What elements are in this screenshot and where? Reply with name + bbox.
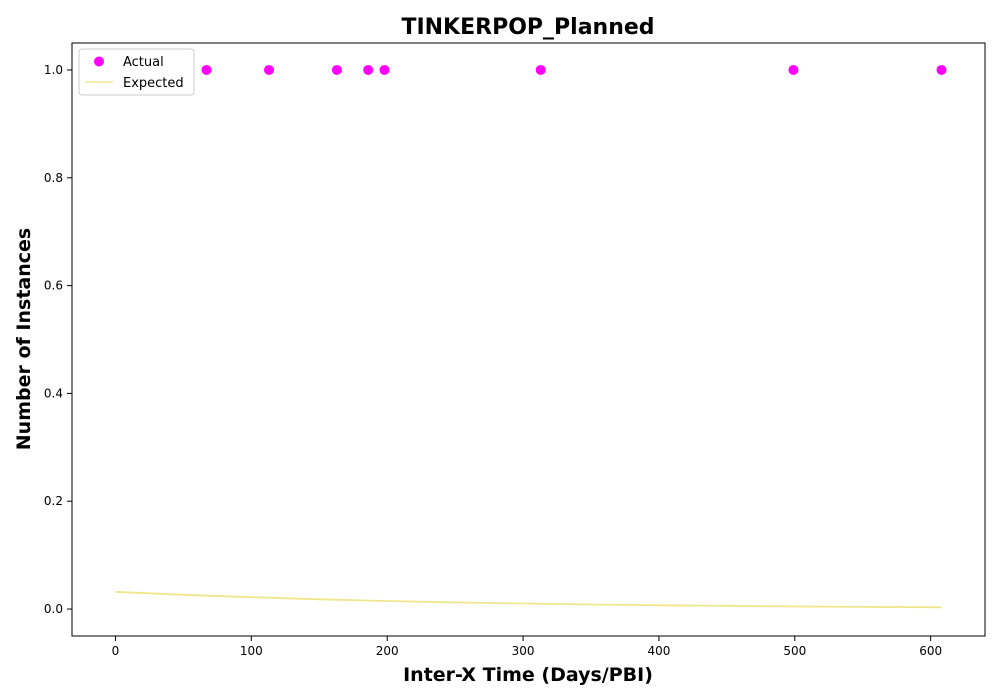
x-tick-label: 400 [647,644,670,658]
expected-series [115,590,942,609]
x-tick-label: 600 [919,644,942,658]
y-tick-label: 0.2 [44,494,63,508]
actual-point [331,64,342,75]
y-tick-label: 1.0 [44,63,63,77]
x-tick-label: 300 [512,644,535,658]
x-axis-ticks: 0 100 200 300 400 500 600 [112,636,942,658]
y-tick-label: 0.4 [44,386,63,400]
x-tick-label: 500 [783,644,806,658]
expected-line [115,590,942,609]
chart-title: TINKERPOP_Planned [401,15,654,40]
actual-point [788,64,799,75]
x-tick-label: 0 [112,644,120,658]
plot-area [71,42,986,637]
x-tick-label: 100 [240,644,263,658]
y-axis-ticks: 0.0 0.2 0.4 0.6 0.8 1.0 [44,63,72,616]
y-tick-label: 0.0 [44,602,63,616]
plot-frame [71,42,986,637]
y-tick-label: 0.8 [44,171,63,185]
actual-point [201,64,212,75]
legend-box [78,48,195,96]
y-tick-label: 0.6 [44,279,63,293]
legend-expected-label: Expected [123,76,184,91]
actual-point [264,64,275,75]
actual-point [379,64,390,75]
x-tick-label: 200 [376,644,399,658]
legend: Actual Expected [78,48,195,96]
actual-point [936,64,947,75]
actual-series [201,64,947,75]
legend-actual-marker [94,56,104,67]
legend-actual-label: Actual [123,55,164,70]
actual-point [363,64,374,75]
y-axis-label: Number of Instances [13,228,35,450]
x-axis-label: Inter-X Time (Days/PBI) [403,664,653,686]
actual-point [535,64,546,75]
